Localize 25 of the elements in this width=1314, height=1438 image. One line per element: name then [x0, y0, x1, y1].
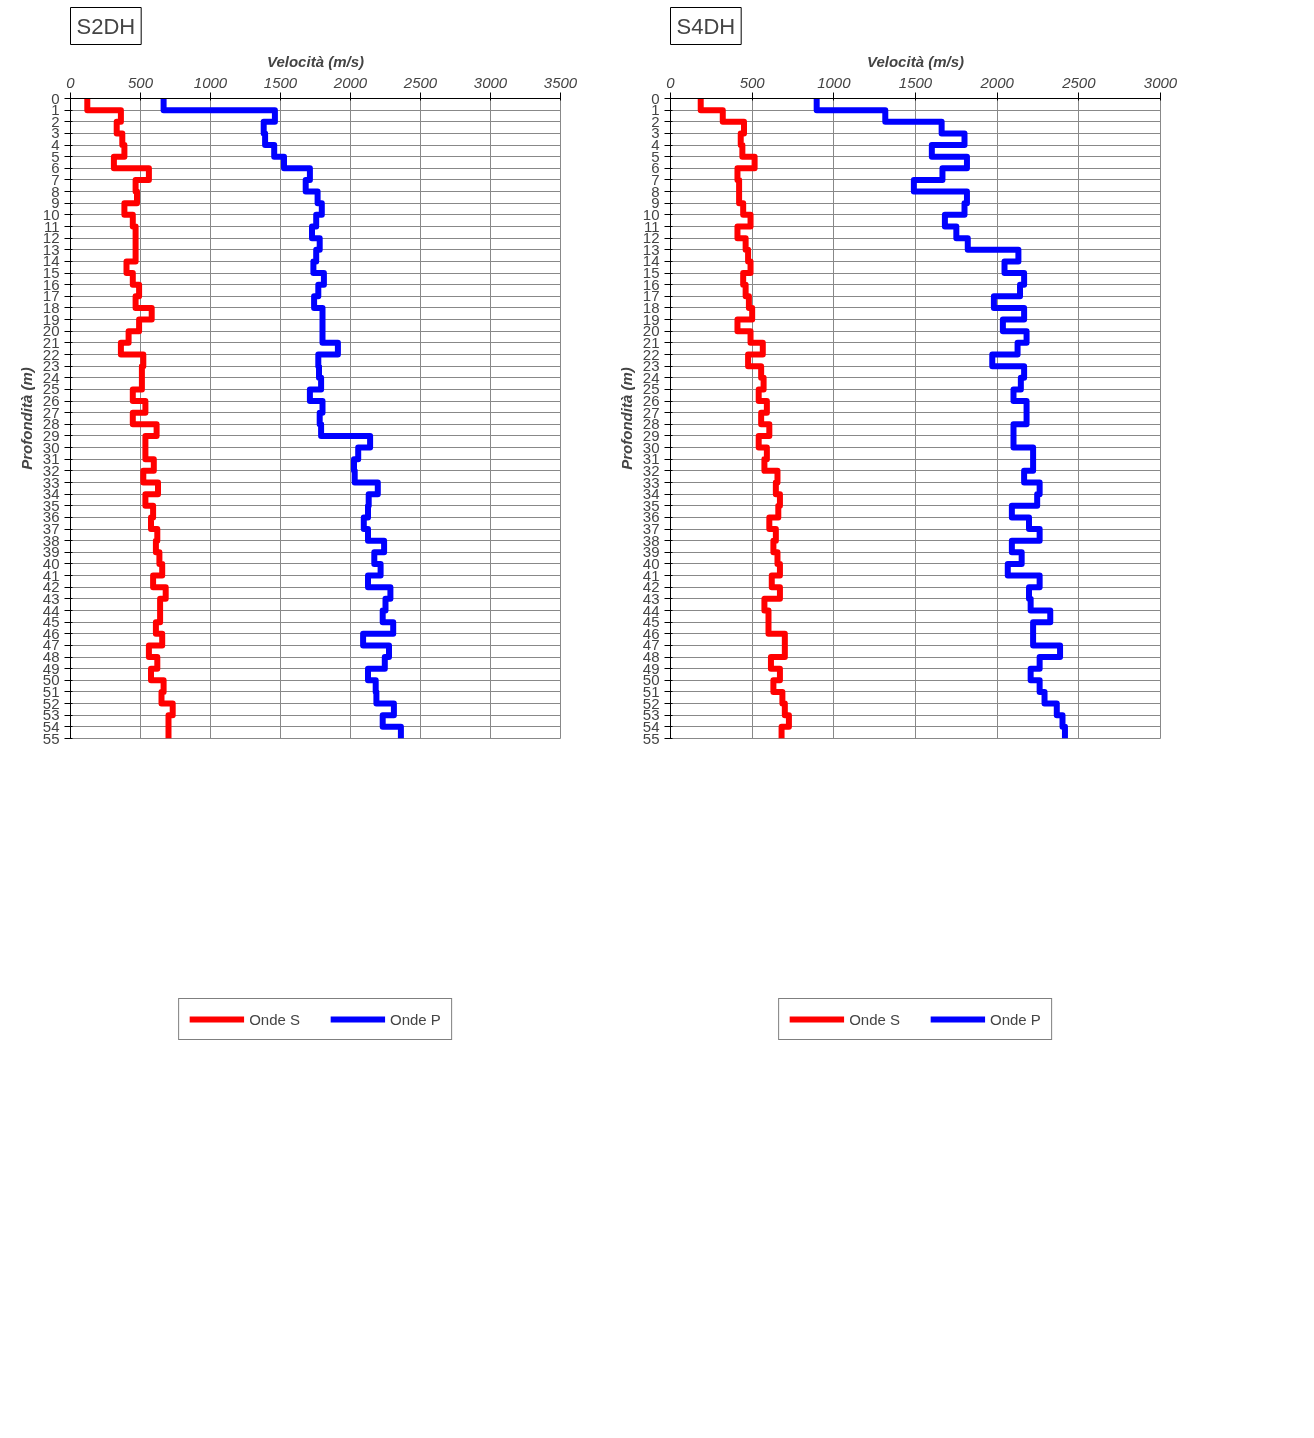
- legend-label: Onde S: [249, 1010, 300, 1028]
- x-tick-label: 0: [666, 73, 676, 91]
- x-tick-label: 2000: [979, 73, 1015, 91]
- chart-title: S2DH: [76, 13, 136, 39]
- legend-label: Onde S: [849, 1010, 900, 1028]
- x-tick-label: 500: [739, 73, 766, 91]
- x-tick-label: 3000: [473, 73, 508, 91]
- x-tick-label: 3500: [543, 73, 578, 91]
- x-tick-label: 2500: [1061, 73, 1097, 91]
- x-tick-label: 2500: [402, 73, 438, 91]
- legend-label: Onde P: [390, 1010, 441, 1028]
- legend-label: Onde P: [990, 1010, 1041, 1028]
- x-tick-label: 1000: [193, 73, 228, 91]
- x-tick-label: 1500: [263, 73, 298, 91]
- x-tick-label: 1500: [898, 73, 933, 91]
- x-tick-label: 2000: [332, 73, 368, 91]
- x-axis-title: Velocità (m/s): [267, 52, 364, 70]
- x-tick-label: 500: [127, 73, 154, 91]
- x-tick-label: 1000: [817, 73, 852, 91]
- x-axis-title: Velocità (m/s): [867, 52, 964, 70]
- x-tick-label: 3000: [1143, 73, 1178, 91]
- x-tick-label: 0: [66, 73, 76, 91]
- y-axis-title: Profondità (m): [617, 367, 635, 470]
- y-axis-title: Profondità (m): [17, 367, 35, 470]
- chart-title: S4DH: [676, 13, 736, 39]
